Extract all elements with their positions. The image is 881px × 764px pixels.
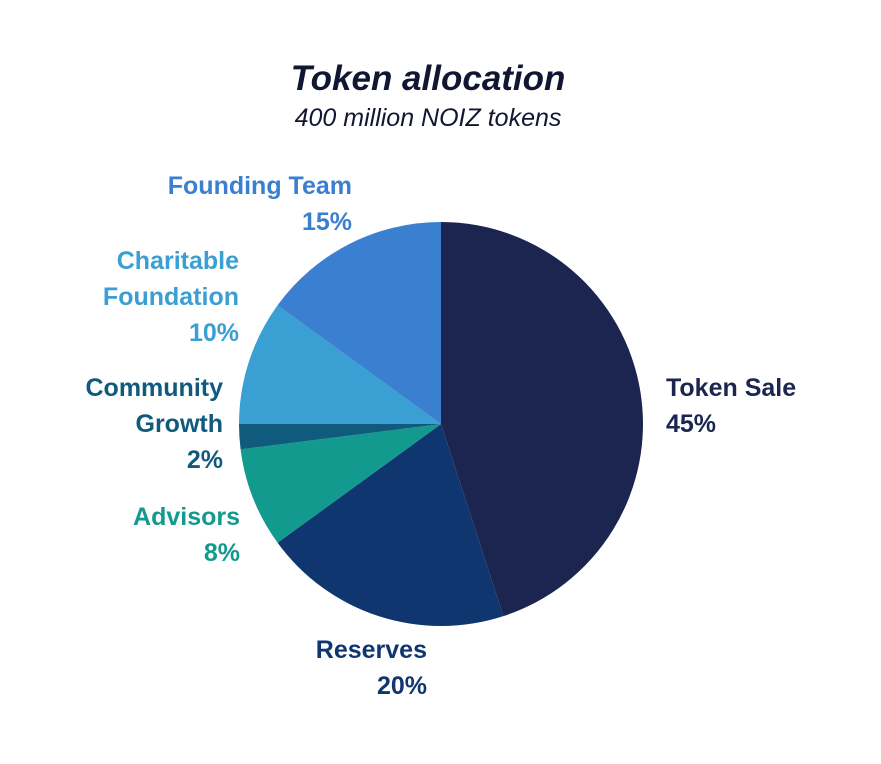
pie-slice-founding-team: [277, 222, 441, 424]
slice-label-community-growth: Community Growth 2%: [86, 374, 224, 474]
slice-category-label: Charitable: [117, 247, 239, 275]
slice-value-label: 10%: [189, 319, 239, 347]
slice-label-founding-team: Founding Team 15%: [168, 172, 352, 236]
slice-category-label: Community: [86, 374, 224, 402]
pie-slice-advisors: [240, 424, 441, 543]
slice-label-token-sale: Token Sale 45%: [666, 374, 796, 438]
chart-subtitle: 400 million NOIZ tokens: [295, 104, 562, 132]
slice-category-label: Foundation: [103, 283, 239, 311]
pie-slice-token-sale: [441, 222, 643, 617]
pie-slice-reserves: [277, 424, 504, 626]
pie-slice-community-growth: [239, 424, 441, 450]
slice-category-label: Founding Team: [168, 172, 352, 200]
slice-value-label: 15%: [302, 208, 352, 236]
slice-value-label: 45%: [666, 410, 716, 438]
chart-title: Token allocation: [291, 59, 566, 98]
slice-labels: Token Sale 45% Reserves 20% Advisors 8% Commun…: [86, 172, 797, 700]
slice-value-label: 20%: [377, 672, 427, 700]
slice-label-reserves: Reserves 20%: [316, 636, 427, 700]
slice-category-label: Token Sale: [666, 374, 796, 402]
slice-category-label: Reserves: [316, 636, 427, 664]
pie-slices: [239, 222, 643, 626]
slice-label-charitable-foundation: Charitable Foundation 10%: [103, 247, 239, 347]
slice-category-label: Growth: [136, 410, 224, 438]
pie-slice-charitable-foundation: [239, 305, 441, 424]
slice-value-label: 2%: [187, 446, 223, 474]
slice-value-label: 8%: [204, 539, 240, 567]
slice-label-advisors: Advisors 8%: [133, 503, 240, 567]
slice-category-label: Advisors: [133, 503, 240, 531]
